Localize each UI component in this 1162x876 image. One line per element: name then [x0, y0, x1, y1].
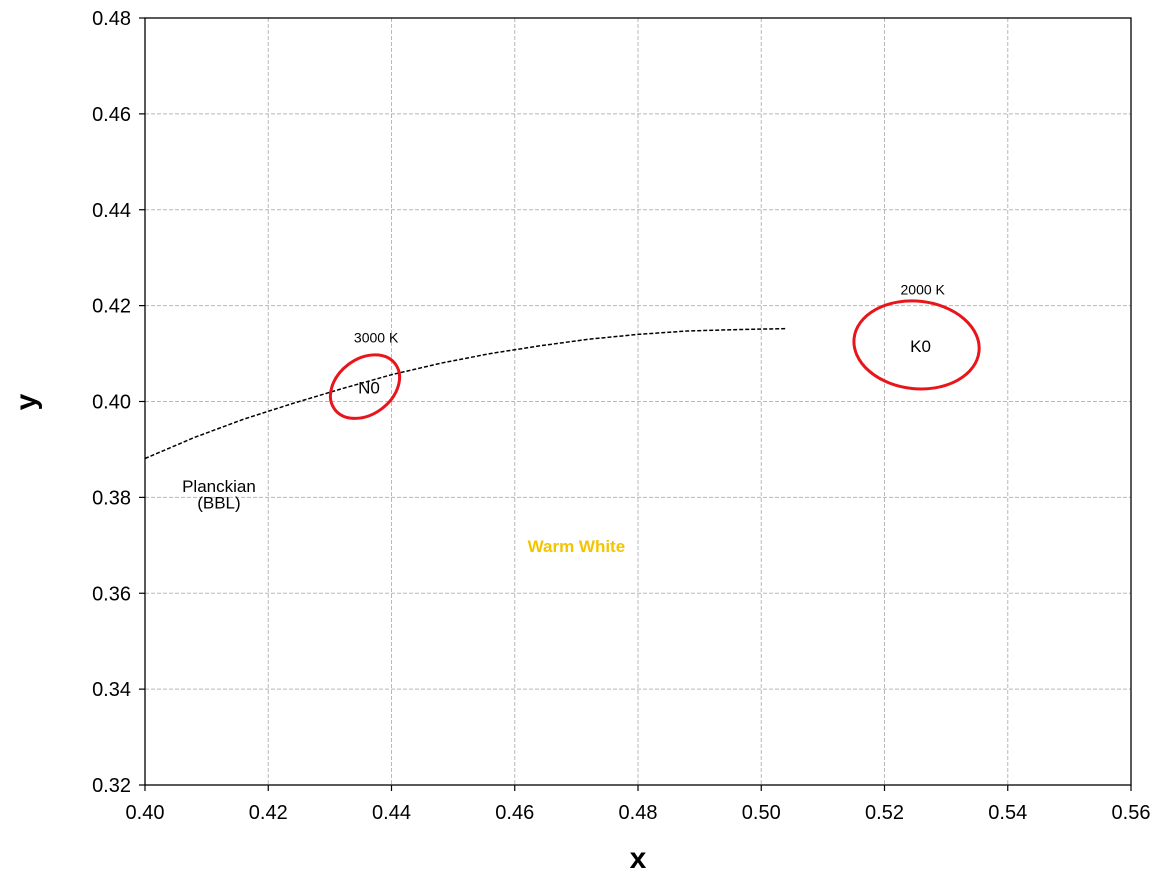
planckian-locus-line	[144, 327, 786, 460]
x-axis-title: x	[630, 842, 647, 875]
y-axis-ticks: 0.32 0.34 0.36 0.38 0.40 0.42 0.44 0.46 0.48	[92, 8, 145, 797]
x-tick-label: 0.46	[495, 802, 534, 824]
y-axis-title: y	[10, 393, 43, 410]
x-tick-label: 0.42	[249, 802, 288, 824]
y-tick-label: 0.36	[92, 583, 131, 605]
x-tick-label: 0.56	[1112, 802, 1151, 824]
y-tick-label: 0.42	[92, 296, 131, 318]
x-tick-label: 0.40	[126, 802, 165, 824]
ellipse-label-n0: N0	[358, 379, 380, 398]
region-label-warm-white: Warm White	[528, 537, 626, 556]
ellipse-label-k0: K0	[910, 337, 931, 356]
x-tick-label: 0.54	[988, 802, 1027, 824]
y-tick-label: 0.34	[92, 679, 131, 701]
ellipse-layer: N0 K0	[328, 299, 981, 420]
annotation-cct-2000: 2000 K	[901, 282, 946, 298]
y-tick-label: 0.44	[92, 200, 131, 222]
annotation-cct-3000: 3000 K	[354, 330, 399, 346]
y-tick-label: 0.48	[92, 8, 131, 30]
gridlines	[145, 18, 1131, 785]
y-tick-label: 0.46	[92, 104, 131, 126]
y-tick-label: 0.32	[92, 775, 131, 797]
annotation-planckian-line1: Planckian	[182, 477, 256, 496]
annotations: 3000 K 2000 K Planckian(BBL) Warm White	[182, 282, 945, 556]
x-tick-label: 0.52	[865, 802, 904, 824]
y-tick-label: 0.40	[92, 392, 131, 414]
ellipse-k0	[852, 299, 981, 391]
series-layer	[144, 327, 786, 460]
ellipse-n0	[328, 353, 402, 420]
x-axis-ticks: 0.40 0.42 0.44 0.46 0.48 0.50 0.52 0.54 0.56	[126, 785, 1151, 824]
annotation-planckian-line2: (BBL)	[197, 493, 240, 512]
y-tick-label: 0.38	[92, 487, 131, 509]
x-tick-label: 0.44	[372, 802, 411, 824]
x-tick-label: 0.50	[742, 802, 781, 824]
x-tick-label: 0.48	[619, 802, 658, 824]
